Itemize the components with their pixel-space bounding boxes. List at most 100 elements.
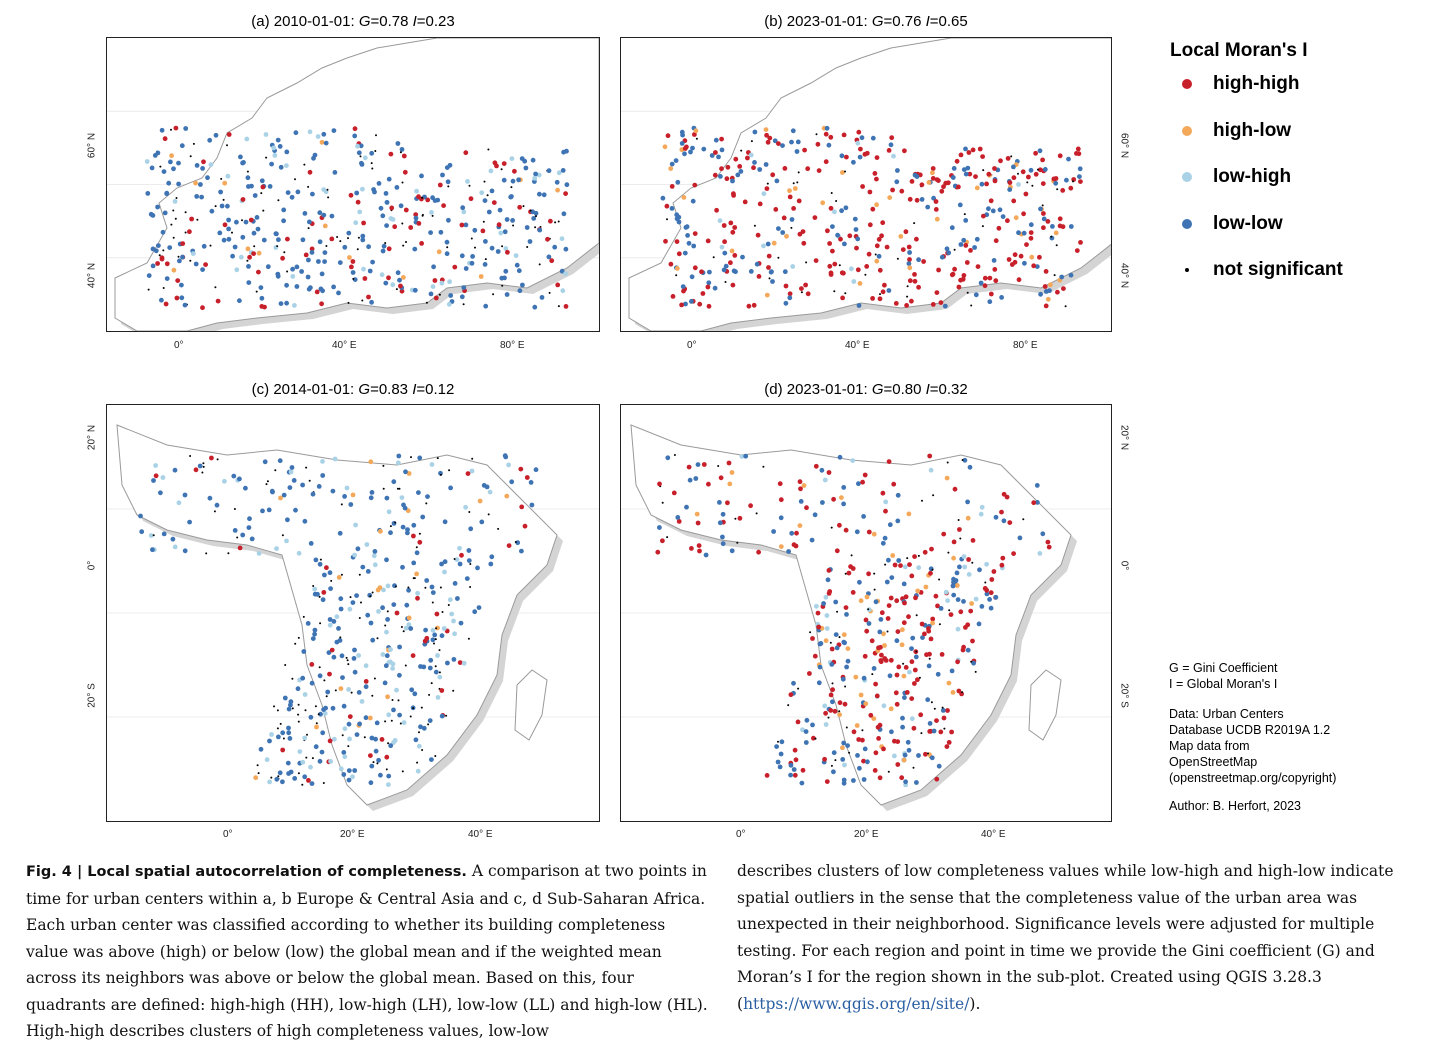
map-point bbox=[984, 181, 989, 187]
map-point bbox=[674, 239, 680, 245]
map-point bbox=[916, 753, 921, 758]
map-point bbox=[901, 620, 907, 626]
map-point bbox=[1064, 177, 1069, 183]
map-point bbox=[1016, 277, 1022, 283]
map-point bbox=[297, 772, 300, 775]
map-point bbox=[655, 549, 661, 555]
map-point bbox=[1037, 168, 1039, 171]
map-point bbox=[419, 173, 424, 179]
map-point bbox=[916, 284, 921, 290]
map-point bbox=[151, 478, 156, 483]
map-point bbox=[1034, 264, 1040, 269]
map-point bbox=[982, 169, 985, 172]
map-point bbox=[799, 286, 804, 291]
map-point bbox=[909, 179, 915, 184]
map-point bbox=[891, 481, 897, 487]
map-point bbox=[912, 272, 917, 277]
map-point bbox=[331, 619, 337, 624]
map-point bbox=[395, 141, 401, 146]
map-point bbox=[904, 690, 910, 695]
map-point bbox=[394, 521, 397, 524]
map-point bbox=[691, 243, 697, 249]
map-point bbox=[913, 654, 919, 660]
map-point bbox=[764, 186, 770, 192]
map-point bbox=[193, 180, 198, 186]
map-point bbox=[830, 224, 835, 230]
map-point bbox=[974, 185, 980, 191]
map-point bbox=[877, 296, 883, 302]
map-point bbox=[1040, 181, 1046, 187]
map-point bbox=[764, 292, 770, 298]
map-point bbox=[1001, 491, 1007, 497]
map-point bbox=[338, 686, 344, 691]
map-point bbox=[318, 286, 324, 292]
map-point bbox=[247, 254, 253, 260]
map-point bbox=[894, 672, 900, 678]
map-point bbox=[447, 597, 453, 603]
map-point bbox=[941, 184, 946, 190]
map-point bbox=[970, 638, 975, 644]
map-point bbox=[258, 746, 264, 752]
map-point bbox=[390, 282, 396, 288]
map-point bbox=[421, 214, 424, 217]
map-point bbox=[425, 494, 430, 499]
map-point bbox=[327, 617, 333, 622]
map-point bbox=[810, 636, 815, 641]
map-africa-2014 bbox=[106, 404, 600, 822]
map-point bbox=[970, 538, 976, 543]
map-point bbox=[169, 153, 174, 159]
map-point bbox=[788, 692, 794, 698]
map-point bbox=[312, 585, 315, 587]
map-point bbox=[359, 160, 364, 166]
qgis-link[interactable]: https://www.qgis.org/en/site/ bbox=[743, 994, 970, 1013]
map-point bbox=[1053, 274, 1056, 277]
map-point bbox=[180, 254, 185, 260]
map-point bbox=[289, 194, 295, 200]
map-point bbox=[470, 237, 473, 240]
map-point bbox=[992, 166, 997, 171]
map-point bbox=[725, 500, 730, 506]
map-point bbox=[867, 189, 873, 195]
map-point bbox=[857, 579, 862, 585]
map-point bbox=[306, 257, 311, 263]
map-point bbox=[144, 159, 150, 164]
map-point bbox=[830, 526, 833, 529]
map-point bbox=[961, 167, 967, 173]
map-point bbox=[501, 245, 504, 248]
map-point bbox=[516, 268, 522, 274]
map-point bbox=[162, 287, 165, 289]
panel-a-xtick-80e: 80° E bbox=[500, 340, 525, 351]
map-point bbox=[862, 151, 868, 157]
map-point bbox=[287, 485, 293, 490]
map-point bbox=[225, 173, 231, 179]
map-point bbox=[309, 662, 315, 667]
map-point bbox=[946, 250, 952, 256]
map-point bbox=[861, 675, 867, 681]
map-point bbox=[910, 635, 916, 641]
map-point bbox=[826, 568, 832, 573]
map-point bbox=[411, 533, 416, 539]
map-point bbox=[906, 511, 912, 517]
map-point bbox=[878, 659, 884, 665]
map-point bbox=[876, 237, 882, 242]
map-point bbox=[845, 726, 848, 729]
map-point bbox=[464, 576, 470, 581]
map-point bbox=[826, 142, 832, 148]
map-point bbox=[934, 290, 940, 295]
map-point bbox=[913, 595, 918, 601]
map-point bbox=[292, 303, 297, 308]
map-point bbox=[895, 739, 901, 744]
map-point bbox=[963, 171, 969, 177]
map-point bbox=[481, 483, 487, 488]
map-point bbox=[797, 231, 803, 237]
map-point bbox=[177, 255, 180, 258]
map-point bbox=[817, 664, 823, 670]
map-point bbox=[226, 217, 231, 223]
map-point bbox=[338, 606, 344, 612]
map-point bbox=[323, 679, 326, 682]
map-point bbox=[882, 535, 888, 541]
map-point bbox=[528, 480, 534, 485]
map-point bbox=[931, 728, 937, 734]
map-point bbox=[988, 590, 994, 596]
map-point bbox=[438, 229, 444, 235]
